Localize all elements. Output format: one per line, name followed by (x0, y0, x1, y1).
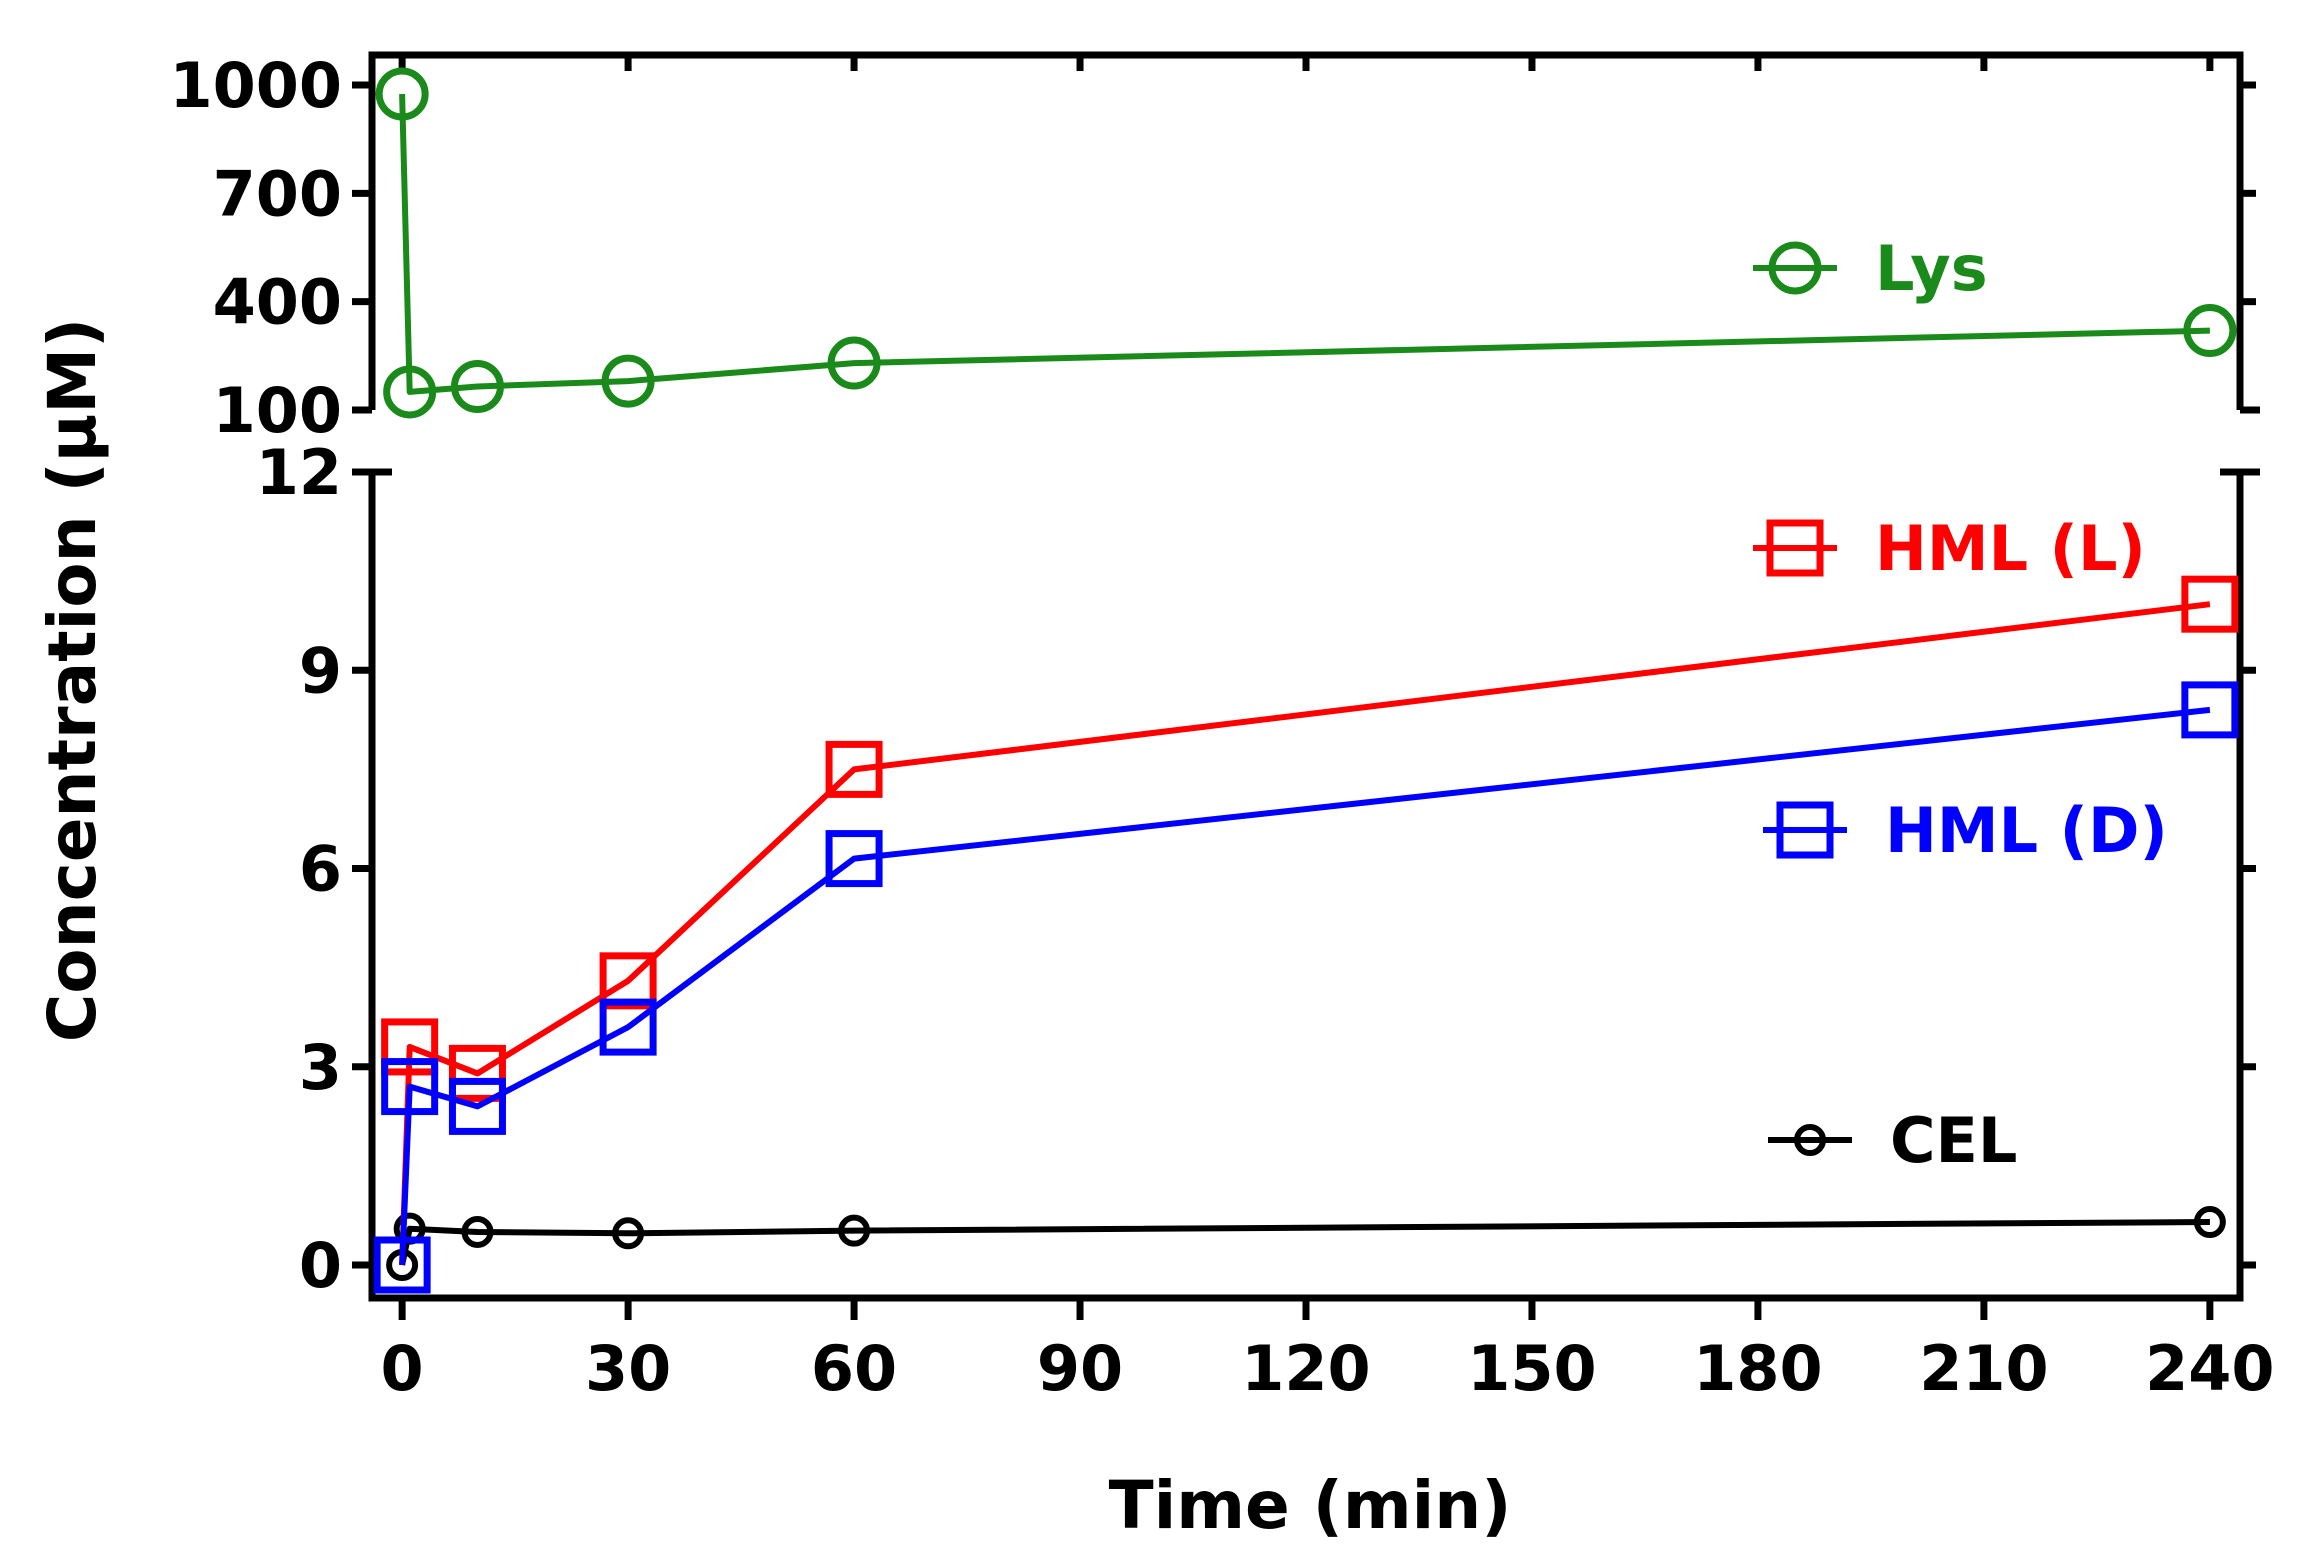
data-point-hml-d (825, 830, 883, 888)
legend-item-cel: CEL (1768, 1104, 2017, 1177)
x-tick-label: 0 (381, 1332, 424, 1405)
legend-label-lys: Lys (1875, 232, 1988, 305)
series-line-lys (399, 93, 2210, 395)
y-axis-title: Concentration (μM) (34, 318, 111, 1042)
x-tick-label: 240 (2145, 1332, 2274, 1405)
y-tick-label-lower: 0 (299, 1229, 342, 1302)
series-line-cel (399, 1219, 2210, 1266)
data-point-lys (450, 360, 504, 414)
data-point-hml-d (2181, 681, 2239, 739)
series-line-hml-l (399, 601, 2211, 1266)
data-point-hml-l (825, 740, 883, 798)
data-point-lys (2183, 304, 2237, 358)
legend-item-hml-d: HML (D) (1763, 794, 2168, 867)
x-tick-label: 60 (811, 1332, 897, 1405)
legend-marker-hml-d (1776, 801, 1834, 859)
data-point-lys (383, 365, 437, 419)
y-tick-label-lower: 3 (299, 1031, 342, 1104)
data-point-lys (601, 354, 655, 408)
y-tick-label-upper: 400 (213, 266, 342, 339)
data-point-cel (2193, 1206, 2226, 1239)
y-tick-label-lower: 12 (256, 436, 342, 509)
legend-item-lys: Lys (1753, 232, 1988, 305)
x-tick-label: 30 (585, 1332, 671, 1405)
series-layer (373, 67, 2239, 1294)
x-tick-label: 210 (1919, 1332, 2048, 1405)
legend-marker-cel (1794, 1124, 1826, 1156)
legend-label-cel: CEL (1890, 1104, 2017, 1177)
legend-label-hml-l: HML (L) (1875, 512, 2146, 585)
data-point-cel (838, 1214, 871, 1247)
axis-ticks (352, 55, 2256, 1320)
series-cel (386, 1206, 2226, 1281)
data-point-lys (827, 336, 881, 390)
data-point-lys (375, 67, 429, 121)
data-point-cel (612, 1217, 645, 1250)
series-hml-d (373, 681, 2239, 1294)
data-point-cel (461, 1215, 494, 1248)
x-axis-title: Time (min) (1109, 1467, 1512, 1544)
y-tick-label-lower: 9 (299, 634, 342, 707)
x-tick-label: 150 (1467, 1332, 1596, 1405)
data-point-hml-d (373, 1236, 431, 1294)
series-lys (375, 67, 2237, 419)
legend-item-hml-l: HML (L) (1753, 512, 2146, 585)
data-point-hml-l (2181, 575, 2239, 633)
legend: Lys HML (L) HML (D) CEL (1753, 232, 2168, 1177)
data-point-hml-d (381, 1058, 439, 1116)
data-point-hml-d (599, 998, 657, 1056)
y-tick-label-lower: 6 (299, 833, 342, 906)
y-tick-label-upper: 100 (213, 374, 342, 447)
series-hml-l (381, 575, 2239, 1266)
y-tick-label-upper: 700 (213, 157, 342, 230)
x-tick-label: 180 (1693, 1332, 1822, 1405)
legend-marker-lys (1768, 241, 1822, 295)
data-point-hml-l (448, 1044, 506, 1102)
data-point-hml-d (448, 1077, 506, 1135)
x-tick-label: 120 (1241, 1332, 1370, 1405)
y-tick-label-upper: 1000 (169, 49, 342, 122)
series-line-hml-d (399, 706, 2211, 1266)
data-point-hml-l (599, 952, 657, 1010)
x-tick-label: 90 (1037, 1332, 1123, 1405)
legend-label-hml-d: HML (D) (1885, 794, 2168, 867)
data-point-hml-l (381, 1018, 439, 1076)
legend-marker-hml-l (1766, 519, 1824, 577)
